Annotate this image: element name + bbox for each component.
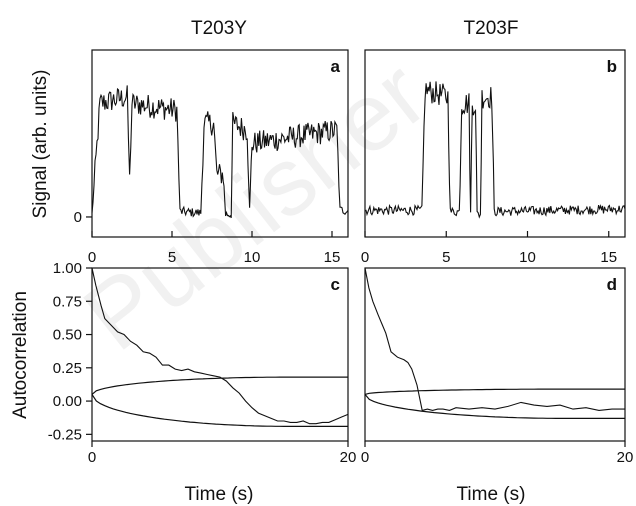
panel-c-frame [91,267,349,442]
panel-b-frame [364,49,626,238]
x-axis-title-left: Time (s) [185,484,254,505]
watermark-text: Publisher [65,40,446,371]
x-axis-title-right: Time (s) [457,484,526,505]
panel-c-y-tick-label: -0.25 [48,426,82,443]
column-title-right: T203F [464,18,519,39]
panel-d-series-line [364,267,625,412]
panel-a-series-line [91,85,349,219]
panel-a-x-tick-label: 10 [244,249,261,266]
panel-b-x-tick-label: 15 [600,249,617,266]
column-title-left: T203Y [191,18,247,39]
panel-c-lower-bound [91,394,348,427]
panel-b-x-tick-label: 5 [442,249,450,266]
panel-d-x-tick-label: 20 [617,449,634,466]
panel-a-letter: a [331,57,341,76]
y-axis-title-autocorrelation: Autocorrelation [10,291,31,419]
panel-c-series-line [91,267,349,425]
panel-a-x-tick-label: 0 [88,249,96,266]
panel-a: a 0 5 10 15 0 [74,49,349,266]
panel-c-x-tick-label: 0 [88,449,96,466]
panel-c-y-tick-label: 1.00 [53,260,82,277]
y-axis-title-signal: Signal (arb. units) [30,70,51,219]
panel-a-frame [91,49,349,238]
panel-c-y-tick-label: 0.25 [53,360,82,377]
panel-c-x-tick-label: 20 [340,449,357,466]
panel-c-letter: c [331,275,340,294]
panel-d-upper-bound [364,388,625,395]
panel-c-upper-bound [91,376,348,395]
panel-c-y-tick-label: 0.75 [53,293,82,310]
panel-a-y-tick-label: 0 [74,209,82,226]
panel-b: b 0 5 10 15 [361,49,626,266]
panel-b-x-tick-label: 0 [361,249,369,266]
panel-c-y-tick-label: 0.00 [53,393,82,410]
panel-b-letter: b [607,57,617,76]
panel-b-x-tick-label: 10 [519,249,536,266]
panel-b-series-line [364,81,626,219]
panel-d-letter: d [607,275,617,294]
panel-a-x-tick-label: 15 [324,249,341,266]
panel-c: c 0 20 -0.25 0.00 0.25 0.50 0.75 1.00 [48,260,357,466]
panel-d-lower-bound [364,394,625,419]
panel-a-x-tick-label: 5 [168,249,176,266]
panel-d-frame [364,267,626,442]
panel-d: d 0 20 [361,267,634,466]
panel-c-y-tick-label: 0.50 [53,327,82,344]
panel-d-x-tick-label: 0 [361,449,369,466]
